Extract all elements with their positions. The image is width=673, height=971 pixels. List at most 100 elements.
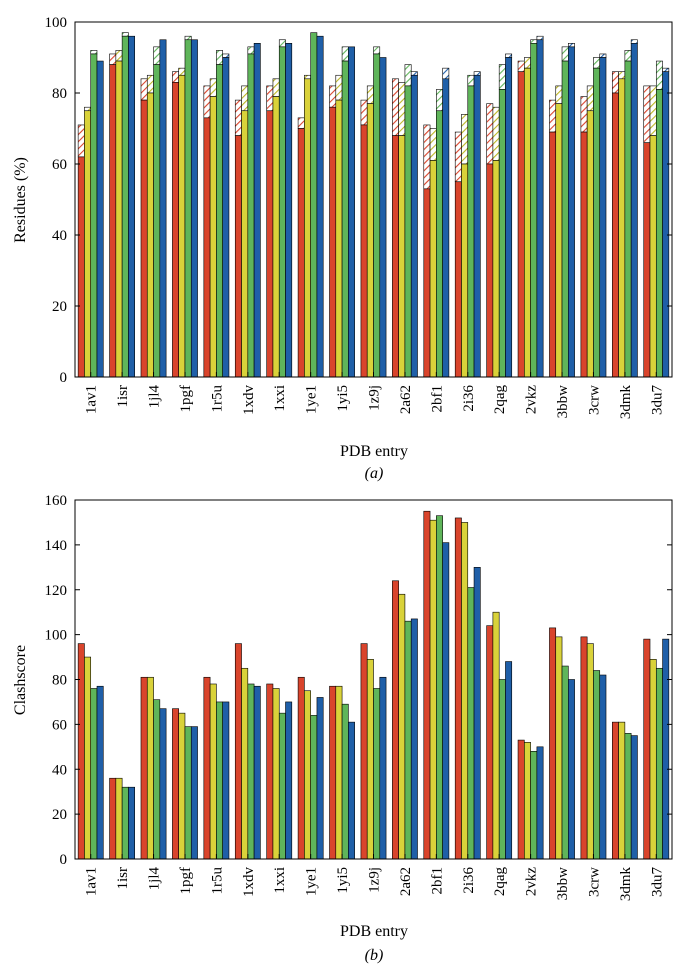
- panel-a-y-tick-label: 20: [52, 299, 67, 315]
- panel-b-y-tick-label: 100: [45, 628, 68, 644]
- panel-a-x-tick-label-3dmk: 3dmk: [618, 385, 634, 420]
- panel-a-x-tick-label-2qag: 2qag: [492, 385, 508, 415]
- panel-b-bar-3bbw-red: [549, 628, 555, 859]
- panel-b-x-tick-label-1pgf: 1pgf: [178, 867, 194, 895]
- panel-b-x-tick-label-1jl4: 1jl4: [147, 867, 163, 891]
- panel-a-bar-3bbw-blue: [568, 47, 574, 377]
- panel-a-bar-3crw-green-hatched: [593, 58, 599, 69]
- panel-b-bar-3bbw-green: [562, 666, 568, 859]
- panel-b-bar-1r5u-red: [204, 677, 210, 859]
- panel-a-x-tick-label-1pgf: 1pgf: [178, 385, 194, 413]
- panel-b-bar-3bbw-yellow: [556, 637, 562, 859]
- panel-a-bar-1xxi-green: [279, 47, 285, 377]
- panel-b-bar-2qag-yellow: [493, 612, 499, 859]
- panel-b-clashscore-chart: 020406080100120140160 1av1 1isr 1jl4 1pgf 1r…: [12, 493, 672, 964]
- panel-a-x-tick-label-1yi5: 1yi5: [335, 385, 351, 412]
- panel-a-bar-1z9j-green: [374, 54, 380, 377]
- panel-a-bar-1yi5-red: [330, 107, 336, 377]
- panel-a-bar-2qag-red-hatched: [487, 104, 493, 164]
- panel-a-bar-1r5u-blue-hatched: [223, 54, 229, 58]
- panel-a-bar-1ye1-red: [298, 129, 304, 378]
- panel-b-bar-1z9j-blue: [380, 677, 386, 859]
- panel-a-bar-1xdv-yellow-hatched: [242, 86, 248, 111]
- panel-a-bar-1isr-green: [122, 36, 128, 377]
- panel-a-bar-2i36-yellow: [461, 164, 467, 377]
- panel-a-bar-1yi5-blue: [348, 47, 354, 377]
- panel-b-y-tick-label: 40: [52, 762, 67, 778]
- panel-b-bar-1av1-red: [78, 644, 84, 859]
- panel-a-x-tick-label-2vkz: 2vkz: [524, 385, 540, 415]
- panel-a-bar-2bf1-blue: [443, 79, 449, 377]
- panel-a-bar-1r5u-red: [204, 118, 210, 377]
- panel-a-bar-1pgf-yellow: [179, 75, 185, 377]
- panel-b-bar-1pgf-yellow: [179, 713, 185, 859]
- panel-a-x-tick-label-2i36: 2i36: [461, 385, 477, 412]
- panel-a-bar-1yi5-yellow: [336, 100, 342, 377]
- panel-b-x-tick-label-1ye1: 1ye1: [304, 867, 320, 896]
- panel-a-bar-1z9j-red: [361, 125, 367, 377]
- panel-a-bar-2i36-green-hatched: [468, 75, 474, 86]
- panel-a-bar-2qag-yellow: [493, 160, 499, 377]
- panel-b-bar-2bf1-red: [424, 511, 430, 859]
- panel-a-bar-1isr-red-hatched: [110, 54, 116, 65]
- panel-a-bars: [78, 33, 669, 377]
- panel-a-x-tick-label-1xxi: 1xxi: [272, 385, 288, 412]
- panel-b-x-tick-label-3du7: 3du7: [649, 867, 665, 898]
- panel-b-bar-1jl4-yellow: [147, 677, 153, 859]
- panel-a-y-tick-label: 60: [52, 157, 67, 173]
- panel-a-bar-1isr-green-hatched: [122, 33, 128, 37]
- panel-a-bar-3crw-blue: [600, 58, 606, 378]
- panel-a-bar-2vkz-blue: [537, 40, 543, 377]
- panel-b-bar-3dmk-yellow: [619, 722, 625, 859]
- panel-b-x-axis: 1av1 1isr 1jl4 1pgf 1r5u 1xdv 1xxi 1ye1 1yi5 1z9j…: [84, 854, 666, 901]
- panel-a-bar-1isr-blue: [128, 36, 134, 377]
- panel-a-bar-1ye1-blue: [317, 36, 323, 377]
- panel-a-bar-2a62-red: [392, 136, 398, 377]
- panel-a-x-tick-label-3du7: 3du7: [649, 385, 665, 416]
- panel-b-y-tick-label: 20: [52, 807, 67, 823]
- panel-b-bar-2bf1-blue: [443, 543, 449, 859]
- panel-a-bar-1z9j-yellow: [367, 104, 373, 377]
- panel-b-bar-1jl4-blue: [160, 709, 166, 859]
- panel-a-bar-1jl4-yellow-hatched: [147, 75, 153, 93]
- panel-b-x-axis-label: PDB entry: [340, 923, 408, 940]
- panel-a-bar-2bf1-green-hatched: [436, 89, 442, 110]
- panel-a-bar-2qag-red: [487, 164, 493, 377]
- panel-a-bar-2qag-yellow-hatched: [493, 107, 499, 160]
- panel-b-bar-1ye1-blue: [317, 697, 323, 859]
- panel-a-bar-2bf1-yellow: [430, 160, 436, 377]
- panel-a-y-axis-label: Residues (%): [12, 157, 29, 243]
- panel-b-bar-2a62-red: [392, 581, 398, 859]
- panel-a-bar-1xxi-green-hatched: [279, 40, 285, 47]
- panel-b-x-tick-label-2qag: 2qag: [492, 867, 508, 897]
- panel-a-bar-1jl4-green-hatched: [154, 47, 160, 65]
- panel-a-bar-3dmk-yellow-hatched: [619, 72, 625, 79]
- panel-a-bar-2qag-blue-hatched: [505, 54, 511, 58]
- panel-b-bar-1r5u-green: [216, 702, 222, 859]
- panel-b-bar-3crw-yellow: [587, 644, 593, 859]
- panel-b-bar-2qag-green: [499, 680, 505, 860]
- panel-a-x-tick-label-1xdv: 1xdv: [241, 385, 257, 416]
- panel-b-x-tick-label-2a62: 2a62: [398, 867, 414, 896]
- panel-b-x-tick-label-3bbw: 3bbw: [555, 867, 571, 901]
- panel-a-bar-2bf1-red: [424, 189, 430, 377]
- panel-b-bar-1av1-blue: [97, 686, 103, 859]
- panel-b-bar-1isr-green: [122, 787, 128, 859]
- panel-a-bar-3bbw-green-hatched: [562, 47, 568, 61]
- panel-b-x-tick-label-2i36: 2i36: [461, 867, 477, 894]
- panel-a-bar-3du7-green-hatched: [656, 61, 662, 89]
- panel-b-bar-1av1-yellow: [84, 657, 90, 859]
- panel-a-bar-2bf1-blue-hatched: [443, 68, 449, 79]
- panel-a-bar-2vkz-green: [531, 43, 537, 377]
- panel-a-bar-3crw-red: [581, 132, 587, 377]
- panel-b-bar-1isr-blue: [128, 787, 134, 859]
- panel-a-bar-2vkz-yellow: [524, 68, 530, 377]
- panel-b-bar-1xdv-red: [235, 644, 241, 859]
- panel-b-x-tick-label-3crw: 3crw: [586, 867, 602, 897]
- panel-b-bar-2vkz-yellow: [524, 742, 530, 859]
- panel-a-x-tick-label-3crw: 3crw: [586, 385, 602, 415]
- panel-a-bar-3bbw-yellow: [556, 104, 562, 377]
- panel-b-bar-1xdv-yellow: [242, 668, 248, 859]
- panel-b-x-tick-label-1xdv: 1xdv: [241, 867, 257, 898]
- panel-a-bar-1r5u-green: [216, 65, 222, 377]
